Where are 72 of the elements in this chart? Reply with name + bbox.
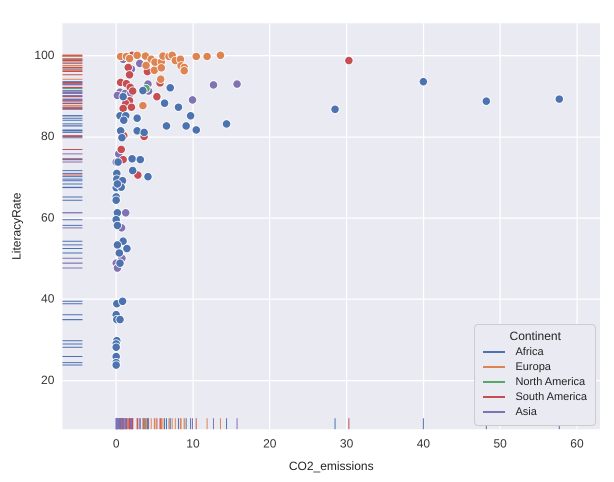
point xyxy=(160,98,170,108)
point xyxy=(166,83,175,92)
point xyxy=(143,172,153,182)
point xyxy=(124,54,134,64)
point xyxy=(554,94,564,104)
x-tick-label: 30 xyxy=(340,436,354,451)
x-tick-label: 20 xyxy=(263,436,277,451)
point xyxy=(216,50,226,60)
point xyxy=(115,314,125,324)
y-tick-label: 60 xyxy=(41,210,55,224)
legend-label: Europa xyxy=(515,361,551,373)
point xyxy=(192,125,201,135)
point xyxy=(418,77,428,86)
point xyxy=(114,248,124,258)
point xyxy=(138,101,148,110)
point xyxy=(124,70,134,80)
point xyxy=(112,179,122,189)
x-tick-label: 0 xyxy=(112,436,120,451)
legend-label: North America xyxy=(515,376,586,388)
legend-label: Asia xyxy=(515,406,537,418)
point xyxy=(122,244,132,254)
point xyxy=(182,121,191,131)
legend-title: Continent xyxy=(508,329,562,343)
x-axis-title: CO2_emissions xyxy=(288,459,374,474)
legend-label: South America xyxy=(515,391,587,403)
point xyxy=(132,50,142,60)
point xyxy=(156,63,166,72)
point xyxy=(115,258,125,268)
x-tick-label: 10 xyxy=(186,436,200,451)
point xyxy=(330,104,340,114)
point xyxy=(118,296,128,306)
y-tick-label: 40 xyxy=(41,292,55,306)
point xyxy=(112,342,121,352)
y-axis-title: LiteracyRate xyxy=(10,192,24,260)
point xyxy=(132,114,142,123)
point xyxy=(188,95,198,105)
point xyxy=(116,144,126,154)
point xyxy=(127,154,137,164)
point xyxy=(121,208,130,218)
x-tick-label: 40 xyxy=(416,436,430,451)
y-tick-label: 80 xyxy=(41,129,55,144)
point xyxy=(118,92,128,102)
point xyxy=(482,96,491,106)
point xyxy=(138,86,148,96)
point xyxy=(136,155,145,164)
point xyxy=(128,166,138,176)
point xyxy=(140,128,149,138)
point xyxy=(156,74,166,84)
point xyxy=(162,121,172,131)
point xyxy=(192,52,201,62)
point xyxy=(112,220,122,230)
point xyxy=(232,80,242,89)
x-tick-label: 50 xyxy=(493,436,508,451)
point xyxy=(119,116,128,125)
point xyxy=(112,240,122,250)
point xyxy=(112,196,121,205)
point xyxy=(180,66,189,76)
point xyxy=(344,56,354,66)
point xyxy=(174,102,184,112)
legend-label: Africa xyxy=(515,346,544,358)
y-tick-label: 100 xyxy=(34,48,55,62)
point xyxy=(208,80,218,90)
point xyxy=(126,102,136,112)
y-tick-label: 20 xyxy=(41,372,55,387)
x-tick-label: 60 xyxy=(570,436,584,451)
point xyxy=(186,111,196,120)
point xyxy=(150,66,159,75)
point xyxy=(141,60,151,70)
point xyxy=(202,52,212,62)
point xyxy=(112,360,121,370)
point xyxy=(152,92,162,102)
point xyxy=(222,119,232,128)
